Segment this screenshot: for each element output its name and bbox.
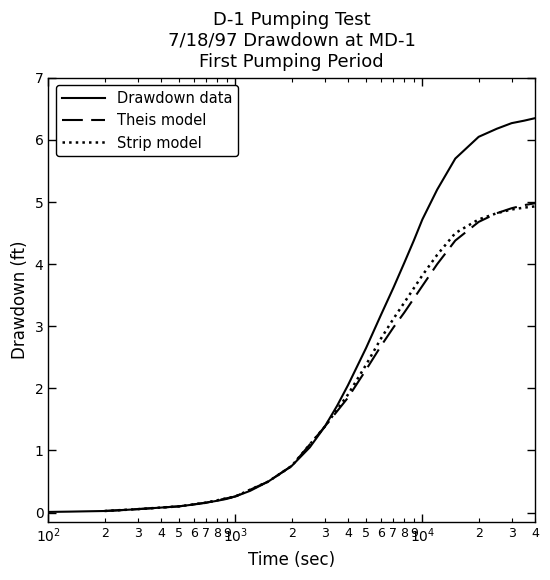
- Theis model: [378, 343, 384, 350]
- Strip model: [345, 391, 351, 398]
- Drawdown data: [401, 259, 408, 266]
- Strip model: [363, 361, 370, 368]
- Strip model: [134, 506, 141, 513]
- Theis model: [493, 210, 500, 217]
- Drawdown data: [158, 504, 164, 511]
- Theis model: [434, 260, 441, 267]
- Strip model: [321, 423, 328, 430]
- Legend: Drawdown data, Theis model, Strip model: Drawdown data, Theis model, Strip model: [56, 85, 238, 157]
- Drawdown data: [419, 216, 426, 223]
- Theis model: [101, 508, 108, 514]
- Strip model: [521, 204, 527, 211]
- Theis model: [452, 237, 459, 244]
- Strip model: [532, 203, 538, 210]
- Theis model: [508, 205, 515, 212]
- Y-axis label: Drawdown (ft): Drawdown (ft): [11, 241, 29, 359]
- Drawdown data: [288, 462, 295, 469]
- Drawdown data: [176, 503, 183, 510]
- Strip model: [508, 206, 515, 213]
- Theis model: [203, 499, 210, 506]
- Theis model: [232, 493, 239, 500]
- Theis model: [419, 282, 426, 289]
- Drawdown data: [475, 133, 482, 140]
- Drawdown data: [452, 155, 459, 162]
- Drawdown data: [521, 117, 527, 124]
- Line: Drawdown data: Drawdown data: [48, 118, 535, 512]
- Drawdown data: [390, 284, 397, 291]
- Strip model: [288, 462, 295, 469]
- Theis model: [532, 200, 538, 206]
- Drawdown data: [306, 444, 313, 451]
- Line: Strip model: Strip model: [104, 206, 535, 511]
- Drawdown data: [345, 382, 351, 389]
- Drawdown data: [334, 403, 340, 409]
- Drawdown data: [101, 508, 108, 514]
- Drawdown data: [247, 487, 254, 494]
- Strip model: [401, 299, 408, 306]
- Strip model: [419, 272, 426, 279]
- Strip model: [390, 316, 397, 322]
- Drawdown data: [532, 115, 538, 122]
- Theis model: [134, 506, 141, 513]
- Drawdown data: [378, 311, 384, 318]
- Drawdown data: [434, 186, 441, 193]
- Theis model: [363, 366, 370, 373]
- X-axis label: Time (sec): Time (sec): [248, 551, 336, 569]
- Strip model: [203, 499, 210, 506]
- Drawdown data: [232, 493, 239, 500]
- Theis model: [321, 423, 328, 430]
- Strip model: [232, 493, 239, 500]
- Drawdown data: [45, 509, 52, 516]
- Theis model: [176, 503, 183, 510]
- Drawdown data: [203, 499, 210, 506]
- Strip model: [176, 503, 183, 510]
- Theis model: [475, 219, 482, 226]
- Theis model: [390, 324, 397, 331]
- Drawdown data: [119, 506, 126, 513]
- Drawdown data: [363, 345, 370, 351]
- Strip model: [434, 251, 441, 258]
- Drawdown data: [134, 506, 141, 513]
- Drawdown data: [223, 495, 230, 502]
- Drawdown data: [410, 237, 417, 244]
- Drawdown data: [508, 119, 515, 126]
- Theis model: [521, 202, 527, 209]
- Strip model: [378, 335, 384, 342]
- Drawdown data: [67, 508, 73, 515]
- Drawdown data: [321, 423, 328, 430]
- Drawdown data: [493, 125, 500, 132]
- Drawdown data: [214, 497, 221, 504]
- Title: D-1 Pumping Test
7/18/97 Drawdown at MD-1
First Pumping Period: D-1 Pumping Test 7/18/97 Drawdown at MD-…: [168, 11, 416, 71]
- Strip model: [493, 210, 500, 217]
- Drawdown data: [265, 478, 272, 485]
- Theis model: [345, 394, 351, 401]
- Strip model: [101, 508, 108, 514]
- Drawdown data: [83, 508, 90, 515]
- Drawdown data: [191, 501, 197, 508]
- Strip model: [452, 230, 459, 237]
- Theis model: [288, 462, 295, 469]
- Strip model: [265, 478, 272, 485]
- Theis model: [265, 478, 272, 485]
- Theis model: [401, 309, 408, 316]
- Line: Theis model: Theis model: [104, 203, 535, 511]
- Strip model: [475, 216, 482, 223]
